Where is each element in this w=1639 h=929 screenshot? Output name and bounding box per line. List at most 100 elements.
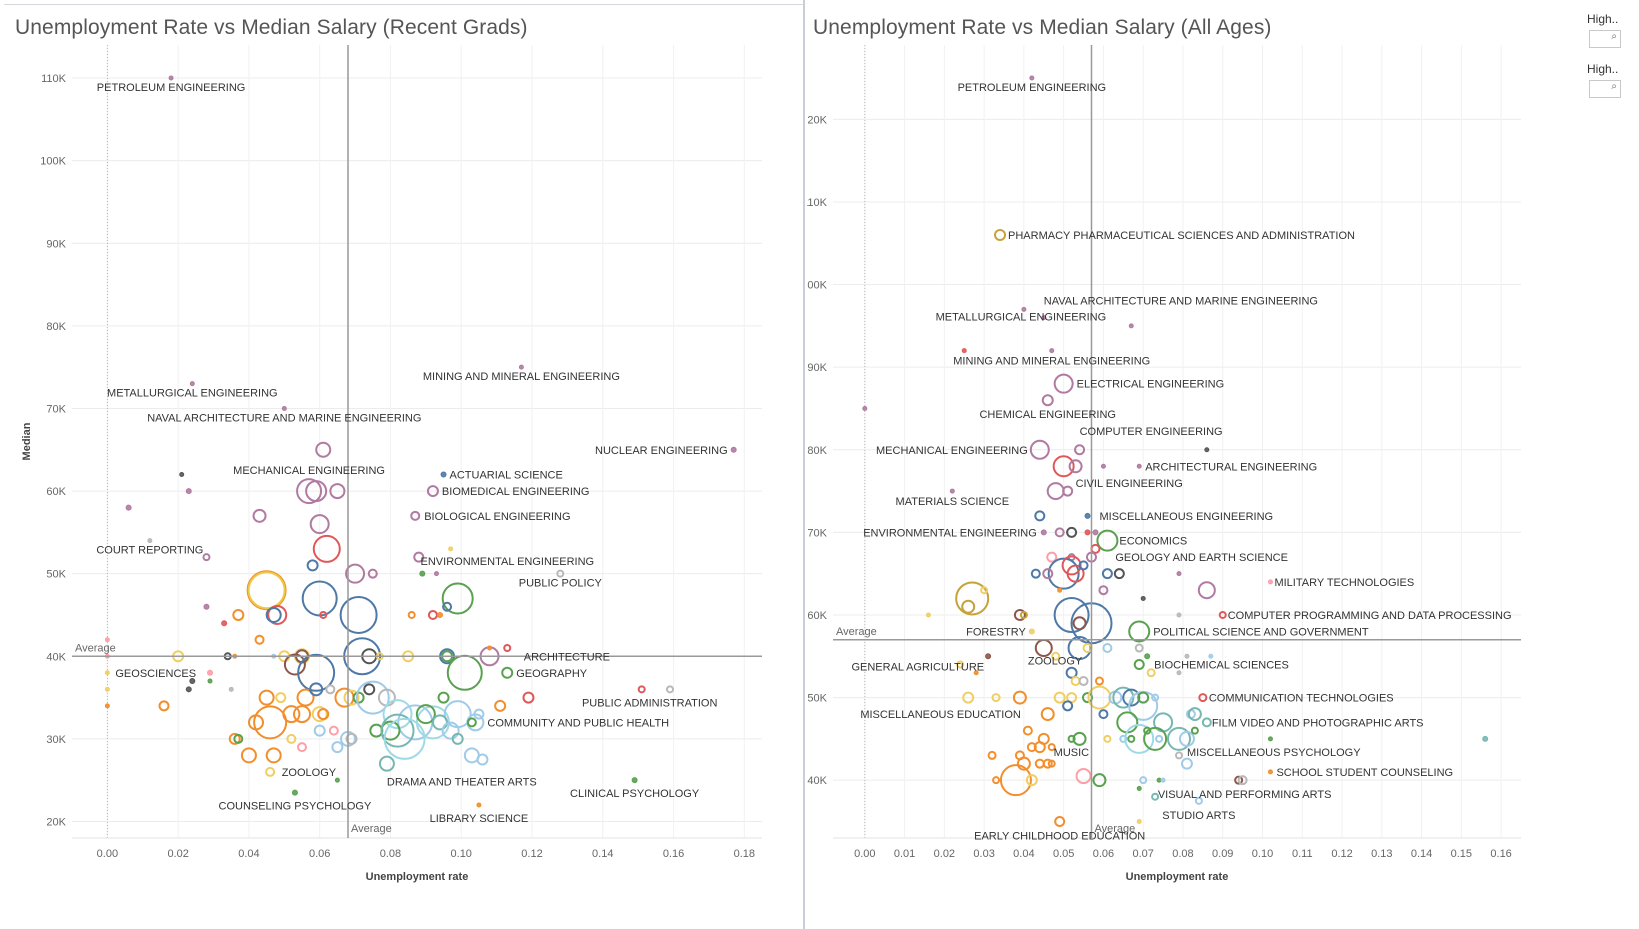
data-point[interactable] <box>1047 743 1056 752</box>
data-point[interactable] <box>1482 735 1489 742</box>
data-point[interactable] <box>339 595 378 634</box>
data-point[interactable] <box>1049 348 1055 354</box>
scatter-chart-all-ages[interactable]: 40K 50K 60K 70K 80K 90K 100K 110K 120K 0.00 0.01 0.… <box>807 0 1527 929</box>
data-point[interactable] <box>265 606 282 623</box>
data-point[interactable] <box>1052 455 1075 478</box>
data-point[interactable] <box>1128 620 1151 643</box>
data-point[interactable] <box>1190 726 1199 735</box>
data-point[interactable] <box>1127 734 1136 743</box>
data-point[interactable] <box>1136 818 1142 824</box>
data-point[interactable] <box>331 741 344 754</box>
data-point[interactable] <box>1146 668 1156 678</box>
data-point[interactable] <box>1197 581 1216 600</box>
data-point[interactable] <box>306 559 319 572</box>
data-point[interactable] <box>253 705 288 740</box>
data-point[interactable] <box>451 732 464 745</box>
data-point[interactable] <box>1066 526 1078 538</box>
data-point[interactable] <box>730 446 737 453</box>
data-point[interactable] <box>1065 666 1078 679</box>
data-point[interactable] <box>1022 725 1033 736</box>
data-point[interactable] <box>334 777 340 783</box>
scatter-chart-recent-grads[interactable]: 20K 30K 40K 50K 60K 70K 80K 90K 100K 110K 0.00 0.02… <box>0 0 805 929</box>
data-point[interactable] <box>345 563 366 584</box>
data-point[interactable] <box>240 747 257 764</box>
data-point[interactable] <box>1124 723 1155 754</box>
data-point[interactable] <box>441 721 460 740</box>
data-point[interactable] <box>440 471 447 478</box>
data-point[interactable] <box>433 571 439 577</box>
data-point[interactable] <box>309 514 330 535</box>
data-point[interactable] <box>1098 585 1109 596</box>
data-point[interactable] <box>1074 444 1086 456</box>
data-point[interactable] <box>1019 610 1028 619</box>
data-point[interactable] <box>991 693 1001 703</box>
data-point[interactable] <box>1084 529 1091 536</box>
data-point[interactable] <box>985 653 992 660</box>
data-point[interactable] <box>1208 653 1214 659</box>
data-point[interactable] <box>949 488 955 494</box>
data-point[interactable] <box>1068 459 1083 474</box>
data-point[interactable] <box>104 686 110 692</box>
data-point[interactable] <box>442 601 453 612</box>
data-point[interactable] <box>252 508 267 523</box>
data-point[interactable] <box>441 582 474 615</box>
data-point[interactable] <box>1072 616 1087 631</box>
data-point[interactable] <box>999 764 1032 797</box>
data-point[interactable] <box>437 611 443 618</box>
data-point[interactable] <box>265 766 276 777</box>
data-point[interactable] <box>503 644 512 653</box>
data-point[interactable] <box>1092 529 1099 536</box>
data-point[interactable] <box>961 348 967 354</box>
data-point[interactable] <box>1113 568 1125 580</box>
data-point[interactable] <box>1042 568 1054 580</box>
data-point[interactable] <box>202 553 211 562</box>
data-point[interactable] <box>104 670 110 676</box>
data-point[interactable] <box>1047 557 1080 590</box>
data-point[interactable] <box>1021 306 1027 312</box>
data-point[interactable] <box>1112 686 1135 709</box>
data-point[interactable] <box>380 713 415 748</box>
data-point[interactable] <box>1034 639 1053 658</box>
data-point[interactable] <box>419 570 426 577</box>
data-point[interactable] <box>1156 777 1162 783</box>
data-point[interactable] <box>311 706 328 723</box>
data-point[interactable] <box>1166 726 1191 751</box>
data-point[interactable] <box>328 725 339 736</box>
data-point[interactable] <box>1176 670 1182 676</box>
data-point[interactable] <box>487 645 493 651</box>
data-point[interactable] <box>1140 595 1146 601</box>
data-point[interactable] <box>1042 758 1053 769</box>
data-point[interactable] <box>1134 643 1144 653</box>
data-point[interactable] <box>1067 734 1076 743</box>
data-point[interactable] <box>207 669 213 676</box>
data-point[interactable] <box>1046 482 1065 501</box>
data-point[interactable] <box>258 689 275 706</box>
data-point[interactable] <box>1267 579 1273 585</box>
data-point[interactable] <box>1040 707 1055 722</box>
data-point[interactable] <box>179 472 185 478</box>
data-point[interactable] <box>275 692 287 704</box>
data-point[interactable] <box>1155 734 1164 743</box>
data-point[interactable] <box>329 483 346 500</box>
data-point[interactable] <box>1267 736 1273 742</box>
data-point[interactable] <box>1029 439 1050 460</box>
data-point[interactable] <box>1128 323 1134 329</box>
data-point[interactable] <box>1176 612 1182 618</box>
data-point[interactable] <box>987 750 997 760</box>
data-point[interactable] <box>1028 628 1035 635</box>
data-point[interactable] <box>312 534 341 563</box>
data-point[interactable] <box>1180 757 1193 770</box>
data-point[interactable] <box>973 670 979 676</box>
data-point[interactable] <box>1187 707 1202 722</box>
data-point[interactable] <box>1084 512 1091 519</box>
data-point[interactable] <box>466 717 477 728</box>
data-point[interactable] <box>1041 394 1054 407</box>
data-point[interactable] <box>297 653 336 692</box>
data-point[interactable] <box>1040 529 1047 536</box>
data-point[interactable] <box>1098 709 1109 720</box>
data-point[interactable] <box>473 708 485 720</box>
data-point[interactable] <box>518 364 524 370</box>
data-point[interactable] <box>494 699 507 712</box>
data-point[interactable] <box>325 684 336 695</box>
data-point[interactable] <box>1087 685 1112 710</box>
